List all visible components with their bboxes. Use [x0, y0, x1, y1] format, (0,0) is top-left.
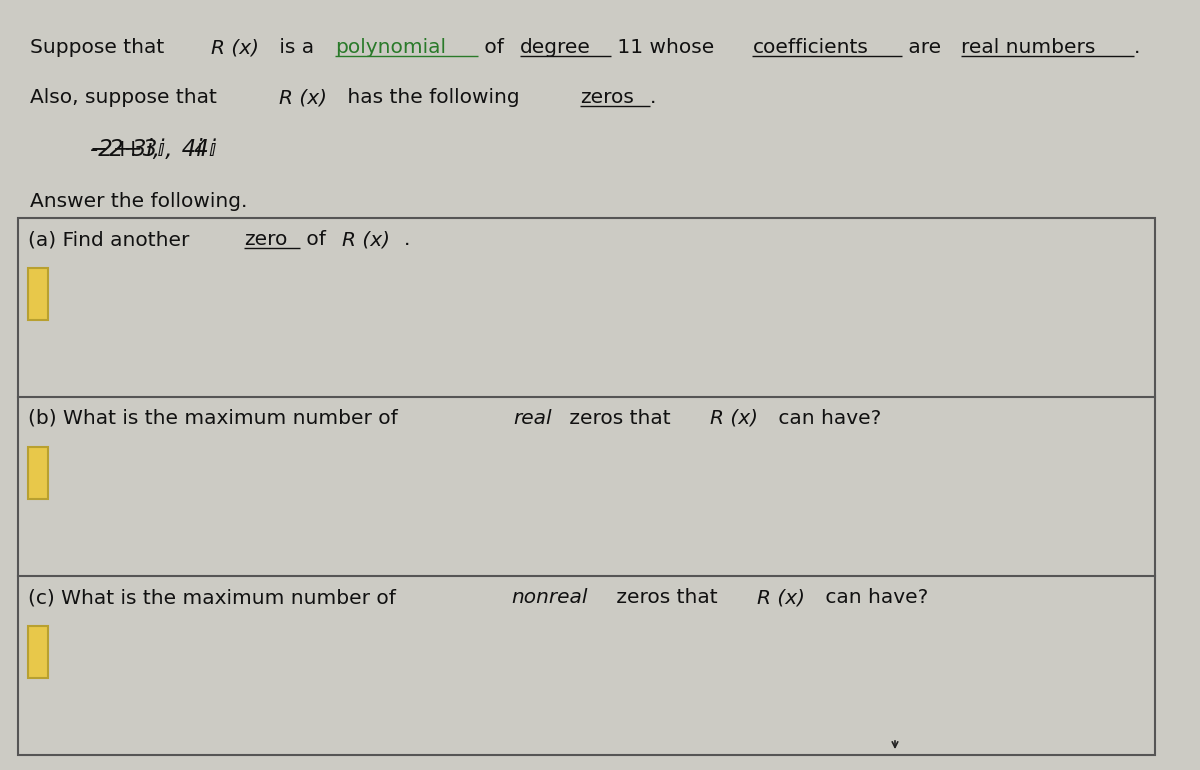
- Text: R (x): R (x): [342, 230, 390, 249]
- Text: of: of: [478, 38, 510, 57]
- Text: R (x): R (x): [280, 88, 328, 107]
- Text: real numbers: real numbers: [961, 38, 1096, 57]
- Text: zero: zero: [245, 230, 288, 249]
- Text: Answer the following.: Answer the following.: [30, 192, 247, 211]
- Text: of: of: [300, 230, 332, 249]
- Text: .: .: [404, 230, 410, 249]
- Text: .: .: [649, 88, 656, 107]
- Text: Suppose that: Suppose that: [30, 38, 170, 57]
- Text: can have?: can have?: [772, 409, 882, 428]
- Text: are: are: [902, 38, 948, 57]
- FancyBboxPatch shape: [28, 268, 48, 320]
- Text: zeros that: zeros that: [563, 409, 677, 428]
- Text: -2+3i,   4i: -2+3i, 4i: [90, 138, 203, 161]
- Text: −2+3ⅈ,   4ⅈ: −2+3ⅈ, 4ⅈ: [90, 138, 217, 161]
- Text: is a: is a: [274, 38, 320, 57]
- Text: R (x): R (x): [710, 409, 758, 428]
- Text: .: .: [1134, 38, 1140, 57]
- Text: nonreal: nonreal: [511, 588, 588, 607]
- FancyBboxPatch shape: [28, 447, 48, 499]
- Text: 11 whose: 11 whose: [611, 38, 720, 57]
- Text: zeros that: zeros that: [610, 588, 724, 607]
- Text: degree: degree: [520, 38, 590, 57]
- Text: (c) What is the maximum number of: (c) What is the maximum number of: [28, 588, 402, 607]
- Text: (a) Find another: (a) Find another: [28, 230, 196, 249]
- FancyBboxPatch shape: [28, 626, 48, 678]
- Text: has the following: has the following: [341, 88, 527, 107]
- Text: R (x): R (x): [211, 38, 259, 57]
- Text: (b) What is the maximum number of: (b) What is the maximum number of: [28, 409, 404, 428]
- Text: zeros: zeros: [580, 88, 634, 107]
- Text: real: real: [514, 409, 552, 428]
- FancyBboxPatch shape: [18, 218, 1154, 755]
- Text: Also, suppose that: Also, suppose that: [30, 88, 223, 107]
- Text: polynomial: polynomial: [335, 38, 445, 57]
- Text: can have?: can have?: [818, 588, 928, 607]
- Text: coefficients: coefficients: [752, 38, 869, 57]
- Text: R (x): R (x): [757, 588, 805, 607]
